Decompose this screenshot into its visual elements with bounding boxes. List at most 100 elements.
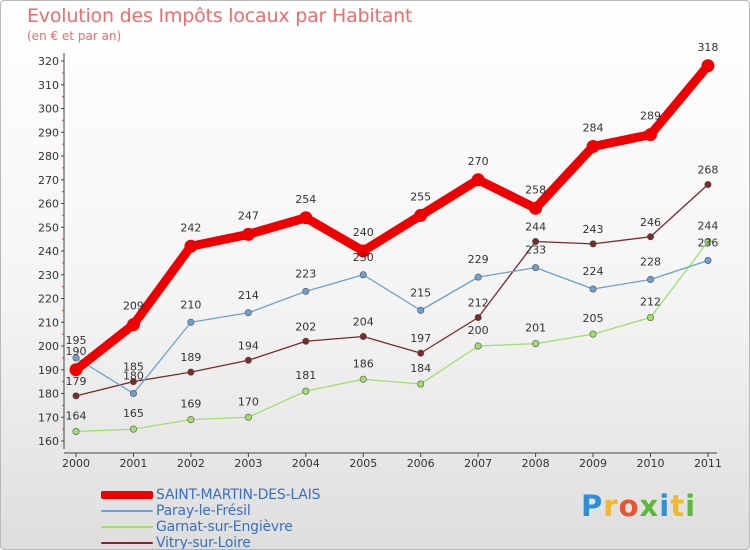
legend-swatch bbox=[101, 526, 153, 528]
data-point bbox=[646, 275, 654, 283]
data-label: 247 bbox=[238, 209, 259, 222]
data-point bbox=[589, 285, 597, 293]
legend-label: Vitry-sur-Loire bbox=[156, 535, 251, 550]
data-label: 184 bbox=[410, 362, 431, 375]
series-line-1 bbox=[75, 259, 709, 395]
data-label: 284 bbox=[583, 122, 604, 135]
logo-letter: i bbox=[659, 489, 671, 523]
y-tick-label: 250 bbox=[38, 221, 59, 234]
x-tick-label: 2004 bbox=[292, 457, 320, 470]
logo-letter: t bbox=[670, 489, 686, 523]
y-tick-label: 200 bbox=[38, 340, 59, 353]
x-tick-label: 2010 bbox=[637, 457, 665, 470]
data-label: 210 bbox=[180, 298, 201, 311]
data-point bbox=[359, 375, 367, 383]
data-point bbox=[532, 264, 540, 272]
y-tick-label: 190 bbox=[38, 364, 59, 377]
data-point bbox=[299, 211, 313, 225]
data-label: 233 bbox=[525, 244, 546, 257]
y-tick-label: 240 bbox=[38, 245, 59, 258]
x-tick-label: 2006 bbox=[407, 457, 435, 470]
x-tick-label: 2003 bbox=[234, 457, 262, 470]
data-label: 169 bbox=[180, 398, 201, 411]
data-label: 268 bbox=[697, 164, 718, 177]
data-point bbox=[302, 287, 310, 295]
y-tick-label: 180 bbox=[38, 388, 59, 401]
data-point bbox=[302, 337, 310, 345]
data-label: 236 bbox=[697, 237, 718, 250]
data-label: 224 bbox=[583, 265, 604, 278]
data-point bbox=[474, 273, 482, 281]
data-point bbox=[704, 238, 712, 246]
data-point bbox=[72, 354, 80, 362]
data-label: 179 bbox=[66, 375, 87, 388]
data-label: 194 bbox=[238, 339, 259, 352]
data-point bbox=[187, 318, 195, 326]
data-point bbox=[529, 201, 543, 215]
x-tick-label: 2001 bbox=[119, 457, 147, 470]
series-line-0 bbox=[71, 61, 713, 375]
data-point bbox=[129, 389, 137, 397]
data-point bbox=[474, 313, 482, 321]
legend-label: Garnat-sur-Engièvre bbox=[156, 519, 293, 535]
data-point bbox=[184, 239, 198, 253]
data-point bbox=[704, 256, 712, 264]
legend-swatch bbox=[101, 510, 153, 512]
data-label: 165 bbox=[123, 407, 144, 420]
logo-letter: i bbox=[685, 489, 697, 523]
data-label: 209 bbox=[123, 300, 144, 313]
y-tick-label: 310 bbox=[38, 79, 59, 92]
data-label: 202 bbox=[295, 320, 316, 333]
y-tick-label: 280 bbox=[38, 150, 59, 163]
data-point bbox=[241, 227, 255, 241]
data-label: 214 bbox=[238, 289, 259, 302]
x-tick-label: 2002 bbox=[177, 457, 205, 470]
y-tick-label: 290 bbox=[38, 126, 59, 139]
data-label: 164 bbox=[66, 410, 87, 423]
data-point bbox=[532, 340, 540, 348]
data-label: 258 bbox=[525, 183, 546, 196]
data-point bbox=[129, 425, 137, 433]
data-point bbox=[244, 413, 252, 421]
data-label: 212 bbox=[640, 296, 661, 309]
data-label: 201 bbox=[525, 322, 546, 335]
data-point bbox=[126, 318, 140, 332]
y-tick-label: 160 bbox=[38, 435, 59, 448]
data-label: 197 bbox=[410, 332, 431, 345]
legend-label: SAINT-MARTIN-DES-LAIS bbox=[156, 487, 321, 503]
data-point bbox=[129, 378, 137, 386]
data-point bbox=[356, 244, 370, 258]
legend-label: Paray-le-Frésil bbox=[156, 503, 251, 519]
data-label: 205 bbox=[583, 312, 604, 325]
data-point bbox=[187, 368, 195, 376]
y-tick-label: 270 bbox=[38, 174, 59, 187]
data-point bbox=[244, 309, 252, 317]
data-point bbox=[471, 173, 485, 187]
data-label: 318 bbox=[697, 41, 718, 54]
data-label: 229 bbox=[468, 253, 489, 266]
data-label: 223 bbox=[295, 267, 316, 280]
y-tick-label: 170 bbox=[38, 411, 59, 424]
data-label: 254 bbox=[295, 193, 316, 206]
y-tick-label: 210 bbox=[38, 316, 59, 329]
data-label: 240 bbox=[353, 226, 374, 239]
proxiti-logo: Proxiti bbox=[581, 489, 696, 523]
data-label: 189 bbox=[180, 351, 201, 364]
y-tick-label: 300 bbox=[38, 103, 59, 116]
data-point bbox=[69, 363, 83, 377]
data-label: 181 bbox=[295, 369, 316, 382]
data-point bbox=[187, 416, 195, 424]
data-label: 170 bbox=[238, 395, 259, 408]
data-point bbox=[646, 233, 654, 241]
data-label: 204 bbox=[353, 316, 374, 329]
logo-letter: o bbox=[618, 489, 640, 523]
data-point bbox=[359, 271, 367, 279]
data-point bbox=[589, 240, 597, 248]
data-label: 180 bbox=[123, 370, 144, 383]
data-label: 212 bbox=[468, 297, 489, 310]
x-tick-label: 2005 bbox=[349, 457, 377, 470]
data-point bbox=[644, 128, 657, 142]
data-label: 228 bbox=[640, 256, 661, 269]
